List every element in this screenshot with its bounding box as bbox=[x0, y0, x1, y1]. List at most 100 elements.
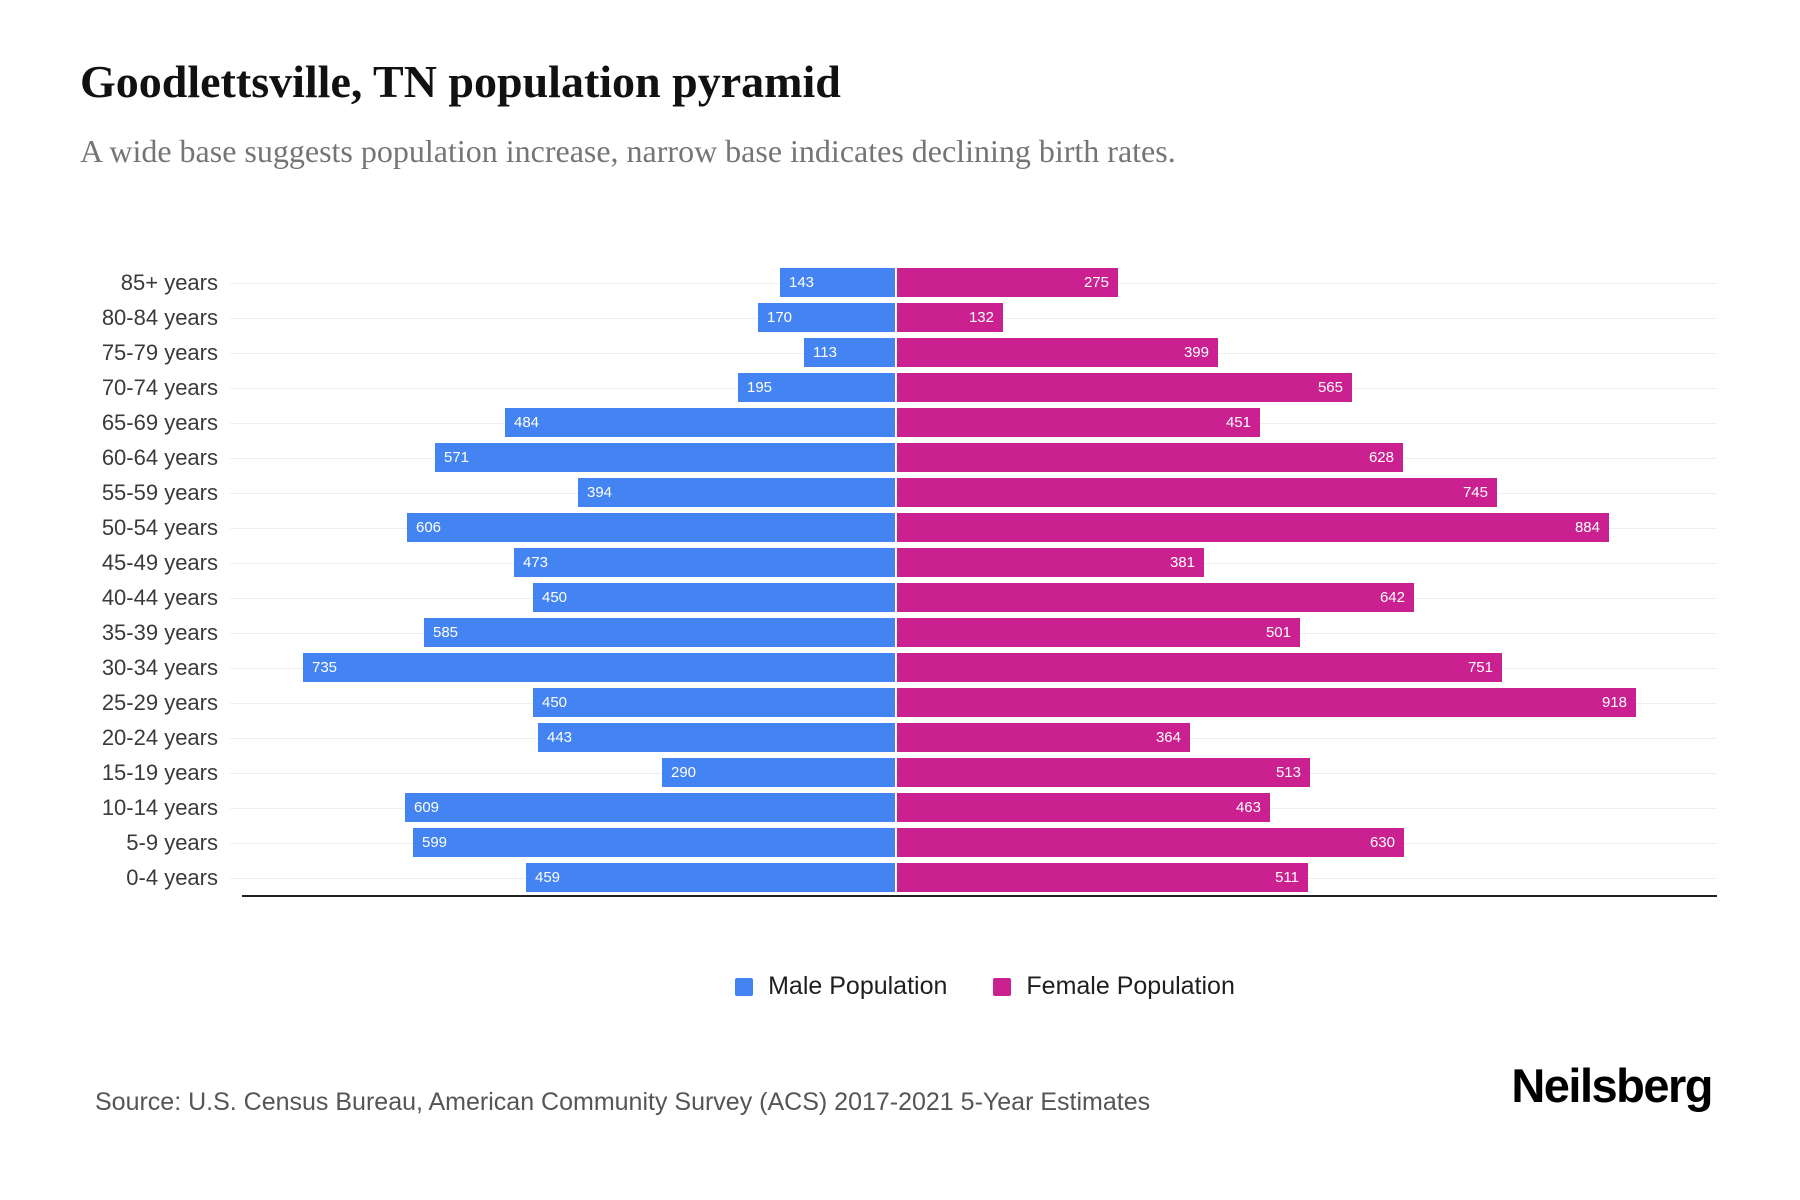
row-plot-area: 606 884 bbox=[230, 510, 1717, 545]
neilsberg-logo: Neilsberg bbox=[1511, 1059, 1713, 1112]
row-plot-area: 459 511 bbox=[230, 860, 1717, 895]
age-group-label: 60-64 years bbox=[101, 444, 218, 470]
legend-item-male[interactable]: Male Population bbox=[735, 972, 947, 1001]
male-bar-value: 450 bbox=[542, 694, 568, 711]
chart-row: 0-4 years 459 511 bbox=[80, 860, 1717, 895]
female-bar-value: 132 bbox=[968, 309, 994, 326]
male-bar[interactable]: 113 bbox=[804, 338, 895, 367]
female-bar-value: 399 bbox=[1183, 344, 1209, 361]
female-bar[interactable]: 628 bbox=[897, 443, 1403, 472]
male-bar[interactable]: 443 bbox=[538, 723, 895, 752]
x-axis-line bbox=[242, 895, 1717, 897]
row-plot-area: 585 501 bbox=[230, 615, 1717, 650]
age-group-label: 45-49 years bbox=[101, 549, 218, 575]
chart-row: 70-74 years 195 565 bbox=[80, 370, 1717, 405]
female-bar-value: 751 bbox=[1467, 659, 1493, 676]
age-group-label: 75-79 years bbox=[101, 339, 218, 365]
male-bar[interactable]: 394 bbox=[578, 478, 895, 507]
female-bar[interactable]: 463 bbox=[897, 793, 1270, 822]
chart-row: 75-79 years 113 399 bbox=[80, 335, 1717, 370]
female-bar-value: 463 bbox=[1235, 799, 1261, 816]
chart-row: 35-39 years 585 501 bbox=[80, 615, 1717, 650]
chart-row: 50-54 years 606 884 bbox=[80, 510, 1717, 545]
chart-legend: Male Population Female Population bbox=[170, 972, 1800, 1001]
male-bar[interactable]: 735 bbox=[303, 653, 895, 682]
female-bar[interactable]: 275 bbox=[897, 268, 1118, 297]
male-bar[interactable]: 195 bbox=[738, 373, 895, 402]
female-bar[interactable]: 501 bbox=[897, 618, 1300, 647]
male-bar[interactable]: 484 bbox=[505, 408, 895, 437]
legend-item-female[interactable]: Female Population bbox=[993, 972, 1235, 1001]
male-bar[interactable]: 599 bbox=[413, 828, 895, 857]
male-bar-value: 735 bbox=[312, 659, 338, 676]
age-group-label: 10-14 years bbox=[101, 794, 218, 820]
chart-row: 60-64 years 571 628 bbox=[80, 440, 1717, 475]
male-bar[interactable]: 450 bbox=[533, 688, 895, 717]
chart-row: 65-69 years 484 451 bbox=[80, 405, 1717, 440]
male-legend-label: Male Population bbox=[768, 972, 948, 1000]
male-bar-value: 606 bbox=[416, 519, 442, 536]
row-plot-area: 571 628 bbox=[230, 440, 1717, 475]
chart-row: 80-84 years 170 132 bbox=[80, 300, 1717, 335]
male-bar[interactable]: 459 bbox=[526, 863, 895, 892]
male-bar[interactable]: 170 bbox=[758, 303, 895, 332]
male-bar[interactable]: 290 bbox=[662, 758, 895, 787]
female-bar[interactable]: 884 bbox=[897, 513, 1609, 542]
chart-title: Goodlettsville, TN population pyramid bbox=[80, 56, 841, 107]
row-plot-area: 290 513 bbox=[230, 755, 1717, 790]
male-bar[interactable]: 609 bbox=[405, 793, 895, 822]
row-plot-area: 450 918 bbox=[230, 685, 1717, 720]
row-plot-area: 143 275 bbox=[230, 265, 1717, 300]
female-bar-value: 628 bbox=[1368, 449, 1394, 466]
female-bar[interactable]: 751 bbox=[897, 653, 1502, 682]
female-bar[interactable]: 565 bbox=[897, 373, 1352, 402]
male-bar-value: 571 bbox=[444, 449, 470, 466]
age-group-label: 15-19 years bbox=[101, 759, 218, 785]
male-bar-value: 609 bbox=[414, 799, 440, 816]
chart-row: 20-24 years 443 364 bbox=[80, 720, 1717, 755]
female-bar-value: 451 bbox=[1225, 414, 1251, 431]
chart-row: 30-34 years 735 751 bbox=[80, 650, 1717, 685]
male-legend-swatch-icon bbox=[735, 977, 754, 996]
age-group-label: 50-54 years bbox=[101, 514, 218, 540]
female-bar-value: 884 bbox=[1574, 519, 1600, 536]
male-bar-value: 473 bbox=[523, 554, 549, 571]
female-bar-value: 275 bbox=[1083, 274, 1109, 291]
male-bar[interactable]: 606 bbox=[407, 513, 895, 542]
male-bar-value: 394 bbox=[587, 484, 613, 501]
chart-row: 45-49 years 473 381 bbox=[80, 545, 1717, 580]
age-group-label: 25-29 years bbox=[101, 689, 218, 715]
female-legend-swatch-icon bbox=[993, 977, 1012, 996]
female-bar[interactable]: 745 bbox=[897, 478, 1497, 507]
male-bar[interactable]: 585 bbox=[424, 618, 895, 647]
female-bar[interactable]: 381 bbox=[897, 548, 1204, 577]
row-plot-area: 735 751 bbox=[230, 650, 1717, 685]
age-group-label: 30-34 years bbox=[101, 654, 218, 680]
female-bar[interactable]: 132 bbox=[897, 303, 1003, 332]
female-bar[interactable]: 918 bbox=[897, 688, 1636, 717]
female-bar[interactable]: 630 bbox=[897, 828, 1404, 857]
row-plot-area: 113 399 bbox=[230, 335, 1717, 370]
female-bar[interactable]: 399 bbox=[897, 338, 1218, 367]
female-bar[interactable]: 451 bbox=[897, 408, 1260, 437]
row-plot-area: 394 745 bbox=[230, 475, 1717, 510]
female-bar-value: 513 bbox=[1275, 764, 1301, 781]
male-bar[interactable]: 450 bbox=[533, 583, 895, 612]
age-group-label: 85+ years bbox=[120, 269, 218, 295]
male-bar[interactable]: 473 bbox=[514, 548, 895, 577]
male-bar-value: 290 bbox=[671, 764, 697, 781]
female-bar-value: 511 bbox=[1275, 869, 1299, 886]
male-bar[interactable]: 571 bbox=[435, 443, 895, 472]
female-bar[interactable]: 642 bbox=[897, 583, 1414, 612]
male-bar-value: 113 bbox=[813, 344, 837, 361]
female-bar[interactable]: 513 bbox=[897, 758, 1310, 787]
male-bar[interactable]: 143 bbox=[780, 268, 895, 297]
female-bar[interactable]: 364 bbox=[897, 723, 1190, 752]
chart-row: 10-14 years 609 463 bbox=[80, 790, 1717, 825]
row-plot-area: 195 565 bbox=[230, 370, 1717, 405]
age-group-label: 35-39 years bbox=[101, 619, 218, 645]
chart-row: 15-19 years 290 513 bbox=[80, 755, 1717, 790]
female-bar-value: 630 bbox=[1369, 834, 1395, 851]
female-bar[interactable]: 511 bbox=[897, 863, 1308, 892]
